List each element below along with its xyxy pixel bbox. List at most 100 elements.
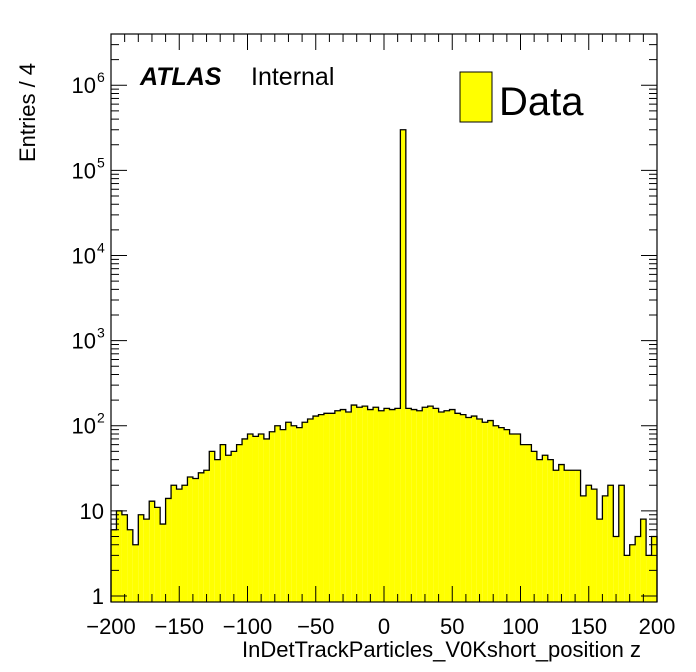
y-tick-exponent: 5 — [97, 154, 105, 170]
histogram-bar — [209, 451, 215, 602]
histogram-bar — [121, 514, 128, 602]
histogram-bar — [367, 409, 374, 602]
histogram-bar — [149, 501, 155, 602]
x-tick-label: −100 — [223, 614, 273, 639]
histogram-bar — [640, 519, 647, 602]
y-tick-label: 10 — [80, 499, 104, 524]
histogram-bar — [334, 410, 341, 602]
histogram-bar — [471, 416, 477, 602]
atlas-text: ATLAS — [139, 63, 222, 91]
histogram-bar — [569, 470, 576, 602]
histogram-bar — [296, 427, 303, 602]
histogram-bar — [181, 485, 188, 602]
histogram-bar — [536, 459, 543, 602]
histogram-bar — [329, 413, 335, 602]
histogram-bar — [596, 519, 603, 602]
histogram-bar — [476, 419, 483, 602]
y-tick-label: 10 — [72, 414, 96, 439]
histogram-bar — [520, 444, 526, 602]
histogram-bar — [498, 427, 505, 602]
histogram-bar — [274, 425, 281, 602]
histogram-bar — [242, 438, 248, 602]
histogram-bar — [547, 459, 554, 602]
histogram-bar — [132, 544, 139, 602]
histogram-bar — [214, 459, 221, 602]
histogram-bar — [651, 536, 657, 602]
histogram-bar — [116, 510, 122, 602]
histogram-bar — [553, 470, 559, 602]
histogram-bar — [624, 555, 630, 602]
histogram-bar — [405, 408, 412, 602]
histogram-bar — [176, 489, 182, 602]
histogram-bar — [384, 408, 390, 602]
histogram-bar — [635, 536, 641, 602]
histogram-bar — [531, 451, 537, 602]
y-axis-title: Entries / 4 — [15, 63, 40, 162]
x-tick-labels: −200 −150 −100 −50 0 50 100 150 200 — [86, 614, 675, 639]
histogram-bar — [187, 476, 193, 602]
histogram-bar — [454, 413, 461, 602]
histogram-bar — [427, 406, 434, 602]
histogram-bars — [110, 129, 658, 602]
histogram-bar — [127, 529, 133, 602]
histogram-bar — [586, 485, 592, 602]
histogram-bar — [389, 409, 395, 602]
histogram-bar — [416, 410, 423, 602]
histogram-bar — [629, 544, 636, 602]
histogram-bar — [646, 555, 652, 602]
histogram-bar — [269, 431, 275, 602]
histogram-bar — [313, 416, 319, 602]
histogram-bar — [252, 436, 259, 602]
histogram-bar — [482, 422, 488, 602]
histogram-bar — [285, 422, 292, 602]
histogram-outline — [110, 129, 658, 602]
x-axis-title: InDetTrackParticles_V0Kshort_position z — [242, 637, 641, 662]
y-tick-exponent: 4 — [97, 239, 105, 255]
histogram-bar — [263, 438, 270, 602]
y-tick-label: 10 — [72, 243, 96, 268]
histogram-bar — [225, 455, 232, 602]
histogram-bar — [154, 507, 161, 602]
histogram-bar — [247, 433, 253, 602]
histogram-bar — [558, 464, 565, 602]
histogram-bar — [192, 478, 199, 602]
x-tick-label: 0 — [378, 614, 390, 639]
histogram-bar — [318, 414, 324, 602]
histogram-bar — [449, 409, 455, 602]
histogram-bar — [509, 433, 516, 602]
histogram-bar — [236, 444, 243, 602]
histogram-bar — [291, 425, 297, 602]
histogram-bar — [258, 433, 264, 602]
histogram-bar — [400, 129, 406, 602]
x-tick-label: −200 — [86, 614, 136, 639]
histogram-bar — [165, 498, 172, 602]
x-tick-label: 200 — [639, 614, 676, 639]
legend-swatch-data — [459, 71, 493, 123]
histogram-bar — [345, 412, 352, 602]
histogram-bar — [525, 444, 532, 602]
histogram-bar — [351, 405, 357, 602]
histogram-bar — [493, 425, 499, 602]
histogram-bar — [373, 407, 379, 602]
axis-ticks — [110, 33, 658, 602]
histogram-bar — [618, 485, 625, 602]
atlas-label: ATLAS Internal — [139, 63, 334, 91]
histogram-bar — [111, 529, 117, 602]
histogram-bar — [280, 429, 286, 602]
x-tick-label: 100 — [502, 614, 539, 639]
y-tick-exponent: 6 — [97, 69, 105, 85]
histogram-bar — [438, 412, 445, 602]
histogram-bar — [302, 422, 308, 602]
y-tick-label: 1 — [92, 584, 104, 609]
histogram-bar — [323, 413, 330, 602]
histogram-bar — [433, 408, 439, 602]
histogram-bar — [460, 414, 466, 602]
histogram-bar — [171, 485, 177, 602]
y-tick-label: 10 — [72, 158, 96, 183]
histogram-bar — [580, 495, 587, 602]
histogram-bar — [422, 407, 428, 602]
y-tick-exponent: 3 — [97, 325, 105, 341]
histogram-bar — [515, 433, 521, 602]
